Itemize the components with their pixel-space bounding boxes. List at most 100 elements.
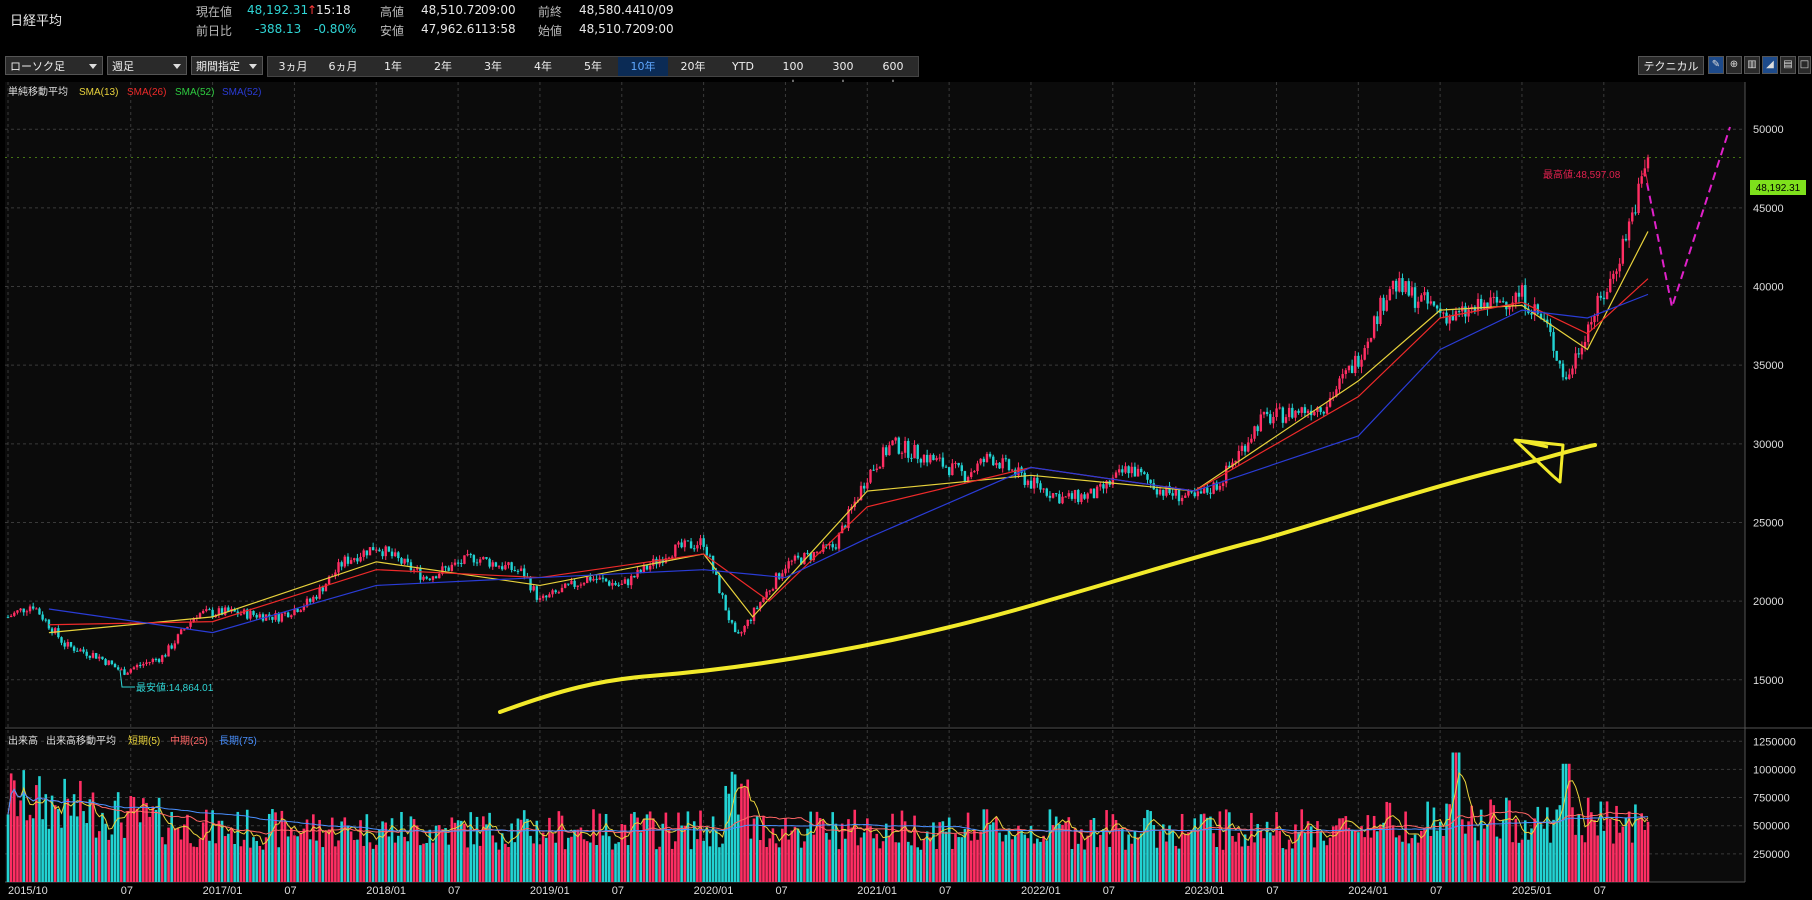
candle-body [347,557,349,564]
volume-bar [589,843,592,882]
volume-bar [353,840,356,882]
volume-bar [13,780,16,882]
volume-bar [347,826,350,882]
volume-bar [1156,848,1159,882]
candle-body [1279,407,1281,408]
volume-bar [680,826,683,882]
candle-body [778,573,780,578]
volume-bar [356,840,359,882]
volume-bar [498,850,501,882]
volume-bar [564,849,567,882]
volume-bar [1137,837,1140,882]
candle-body [205,609,207,611]
legend-sma26: SMA(26) [127,87,166,98]
candle-body [756,608,758,609]
legend-sma13: SMA(13) [79,87,118,98]
volume-bar [932,822,935,882]
volume-bar [416,825,419,882]
candle-body [340,562,342,566]
volume-bar [1543,829,1546,882]
candle-body [633,576,635,577]
volume-bar [674,841,677,882]
candle-body [1090,489,1092,494]
candle-body [1033,478,1035,489]
candle-body [252,611,254,615]
volume-bar [1439,822,1442,882]
candle-body [517,571,519,572]
candle-body [1046,489,1048,496]
candle-body [769,591,771,592]
candle-body [369,547,371,555]
candle-body [1127,466,1129,473]
candle-body [1398,278,1400,291]
candle-body [79,649,81,651]
volume-bar [558,811,561,882]
volume-bar [89,799,92,882]
candle-body [1093,489,1095,498]
volume-bar [753,819,756,882]
candle-body [1036,478,1038,484]
candle-body [1282,407,1284,422]
volume-bar [510,823,513,882]
volume-bar [1162,824,1165,882]
volume-bar [1584,842,1587,882]
candle-body [1002,458,1004,468]
volume-bar [765,847,768,882]
candle-body [1559,361,1561,364]
volume-bar [1524,820,1527,882]
candle-body [451,565,453,571]
candle-body [1593,316,1595,322]
candle-body [1631,212,1633,221]
candle-body [416,568,418,569]
low-label: 最安値:14,864.01 [136,681,214,694]
volume-bar [252,837,255,882]
candle-body [794,556,796,561]
candle-body [199,613,201,617]
candle-body [558,592,560,593]
candle-body [1379,298,1381,324]
volume-bar [1433,808,1436,882]
candle-body [992,457,994,466]
y-tick-label: 15000 [1753,675,1784,687]
candle-body [89,656,91,658]
candle-body [567,584,569,585]
volume-bar [1464,834,1467,882]
volume-bar [1527,840,1530,882]
x-tick-label: 07 [939,885,951,897]
candle-body [161,655,163,662]
candle-body [939,458,941,459]
volume-bar [161,837,164,882]
volume-bar [1518,843,1521,882]
volume-bar [259,846,262,882]
volume-bar [775,843,778,882]
volume-bar [1348,828,1351,882]
candle-body [1219,486,1221,490]
candle-body [1131,467,1133,473]
candle-body [1149,480,1151,483]
volume-bar [1086,836,1089,882]
volume-bar [898,842,901,882]
candle-body [1530,313,1532,315]
x-tick-label: 07 [775,885,787,897]
candle-body [888,445,890,455]
volume-bar [372,849,375,882]
volume-bar [1291,848,1294,882]
volume-bar [1329,838,1332,882]
candle-body [595,579,597,580]
candle-body [1363,348,1365,360]
vol-tick-label: 500000 [1753,821,1790,833]
volume-bar [1033,844,1036,882]
volume-bar [598,814,601,882]
candle-body [784,569,786,574]
volume-bar [517,819,520,882]
volume-bar [661,824,664,882]
volume-bar [863,832,866,882]
candle-body [482,557,484,559]
candle-body [174,643,176,648]
candle-body [973,471,975,472]
volume-bar [1436,831,1439,882]
candle-body [1077,490,1079,502]
candle-body [1515,293,1517,303]
volume-bar [1105,810,1108,882]
